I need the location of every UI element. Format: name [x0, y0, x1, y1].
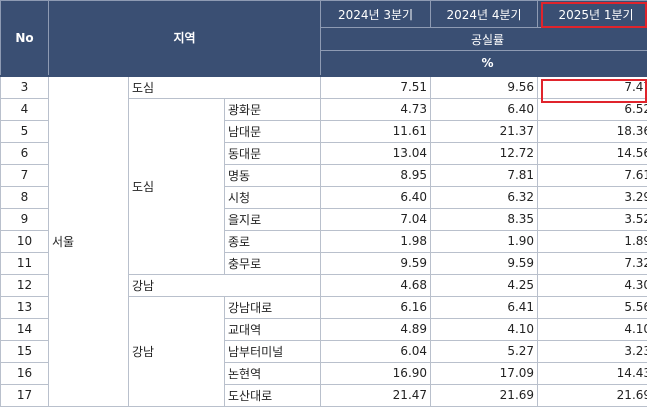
header-region: 지역 — [47, 0, 322, 76]
row-no: 12 — [0, 273, 49, 297]
cell-2024q4: 21.69 — [430, 383, 539, 407]
cell-2025q1: 3.29 — [537, 185, 647, 209]
cell-2024q3: 11.61 — [320, 119, 432, 143]
cell-2024q3: 13.04 — [320, 141, 432, 165]
cell-2025q1: 18.36 — [537, 119, 647, 143]
subarea-label: 을지로 — [223, 207, 322, 231]
subarea-label: 도산대로 — [223, 383, 322, 407]
table-row: 13 강남 강남대로 6.16 6.41 5.56 — [0, 295, 647, 407]
subarea-label: 논현역 — [223, 361, 322, 385]
cell-2024q4: 6.41 — [430, 295, 539, 319]
cell-2024q3: 16.90 — [320, 361, 432, 385]
header-no: No — [0, 0, 49, 76]
cell-2024q3: 8.95 — [320, 163, 432, 187]
row-no: 15 — [0, 339, 49, 363]
cell-2024q4: 17.09 — [430, 361, 539, 385]
subarea-label: 종로 — [223, 229, 322, 253]
row-no: 4 — [0, 97, 49, 121]
subarea-label: 충무로 — [223, 251, 322, 275]
table-row: 6 동대문 13.04 12.72 14.56 — [0, 141, 647, 165]
cell-2025q1: 3.52 — [537, 207, 647, 231]
subarea-label: 남대문 — [223, 119, 322, 143]
cell-2025q1: 14.43 — [537, 361, 647, 385]
cell-2024q4: 4.25 — [430, 273, 539, 297]
row-no: 5 — [0, 119, 49, 143]
subarea-label: 광화문 — [223, 97, 322, 121]
cell-2024q4: 1.90 — [430, 229, 539, 253]
cell-2024q4: 6.40 — [430, 97, 539, 121]
cell-2024q3: 1.98 — [320, 229, 432, 253]
cell-2024q3: 7.04 — [320, 207, 432, 231]
cell-2024q3: 6.16 — [320, 295, 432, 319]
cell-2025q1: 14.56 — [537, 141, 647, 165]
district-group-gangnam: 강남 — [128, 295, 225, 407]
cell-2024q4: 7.81 — [430, 163, 539, 187]
cell-2024q3: 9.59 — [320, 251, 432, 275]
cell-2025q1: 21.69 — [537, 383, 647, 407]
cell-2024q4: 21.37 — [430, 119, 539, 143]
cell-2024q3: 4.89 — [320, 317, 432, 341]
subarea-label: 강남대로 — [223, 295, 322, 319]
cell-2024q3: 4.68 — [320, 273, 432, 297]
row-no: 8 — [0, 185, 49, 209]
district-summary-label: 도심 — [127, 74, 322, 99]
table-row: 8 시청 6.40 6.32 3.29 — [0, 185, 647, 209]
row-no: 11 — [0, 251, 49, 275]
cell-2024q4: 5.27 — [430, 339, 539, 363]
row-no: 13 — [0, 295, 49, 319]
table-row: 15 남부터미널 6.04 5.27 3.23 — [0, 339, 647, 363]
row-no: 17 — [0, 383, 49, 407]
cell-2025q1: 7.61 — [537, 163, 647, 187]
cell-2024q3: 6.40 — [320, 185, 432, 209]
cell-2024q3: 7.51 — [320, 74, 432, 99]
row-no: 3 — [0, 74, 49, 99]
table-row: 5 남대문 11.61 21.37 18.36 — [0, 119, 647, 143]
cell-2024q3: 6.04 — [320, 339, 432, 363]
subarea-label: 교대역 — [223, 317, 322, 341]
table-row: 7 명동 8.95 7.81 7.61 — [0, 163, 647, 187]
subarea-label: 명동 — [223, 163, 322, 187]
cell-2025q1: 7.47 — [537, 74, 647, 99]
row-no: 10 — [0, 229, 49, 253]
district-group-dosim: 도심 — [128, 97, 225, 275]
header-unit: % — [320, 50, 647, 76]
cell-2025q1: 4.30 — [537, 273, 647, 297]
cell-2025q1: 1.89 — [537, 229, 647, 253]
cell-2024q4: 8.35 — [430, 207, 539, 231]
cell-2025q1: 5.56 — [537, 295, 647, 319]
table-row: 10 종로 1.98 1.90 1.89 — [0, 229, 647, 253]
district-summary-label: 강남 — [127, 273, 322, 297]
cell-2024q3: 21.47 — [320, 383, 432, 407]
header-quarter-2024q4: 2024년 4분기 — [430, 0, 539, 28]
table-row: 4 도심 광화문 4.73 6.40 6.52 — [0, 97, 647, 275]
cell-2024q3: 4.73 — [320, 97, 432, 121]
cell-2024q4: 6.32 — [430, 185, 539, 209]
header-quarter-2025q1: 2025년 1분기 — [537, 0, 647, 28]
cell-2024q4: 12.72 — [430, 141, 539, 165]
header-quarter-2024q3: 2024년 3분기 — [320, 0, 432, 28]
cell-2025q1: 6.52 — [537, 97, 647, 121]
cell-2025q1: 3.23 — [537, 339, 647, 363]
header-metric: 공실률 — [320, 27, 647, 51]
cell-2024q4: 9.56 — [430, 74, 539, 99]
cell-2024q4: 4.10 — [430, 317, 539, 341]
row-no: 9 — [0, 207, 49, 231]
subarea-label: 동대문 — [223, 141, 322, 165]
cell-2025q1: 7.32 — [537, 251, 647, 275]
subarea-label: 시청 — [223, 185, 322, 209]
row-no: 16 — [0, 361, 49, 385]
cell-2025q1: 4.10 — [537, 317, 647, 341]
row-no: 6 — [0, 141, 49, 165]
cell-2024q4: 9.59 — [430, 251, 539, 275]
subarea-label: 남부터미널 — [223, 339, 322, 363]
table-row: 3 서울 도심 7.51 9.56 7.47 — [0, 74, 647, 407]
row-no: 7 — [0, 163, 49, 187]
table-row: 17 도산대로 21.47 21.69 21.69 — [0, 383, 647, 407]
city-cell: 서울 — [48, 74, 129, 407]
row-no: 14 — [0, 317, 49, 341]
